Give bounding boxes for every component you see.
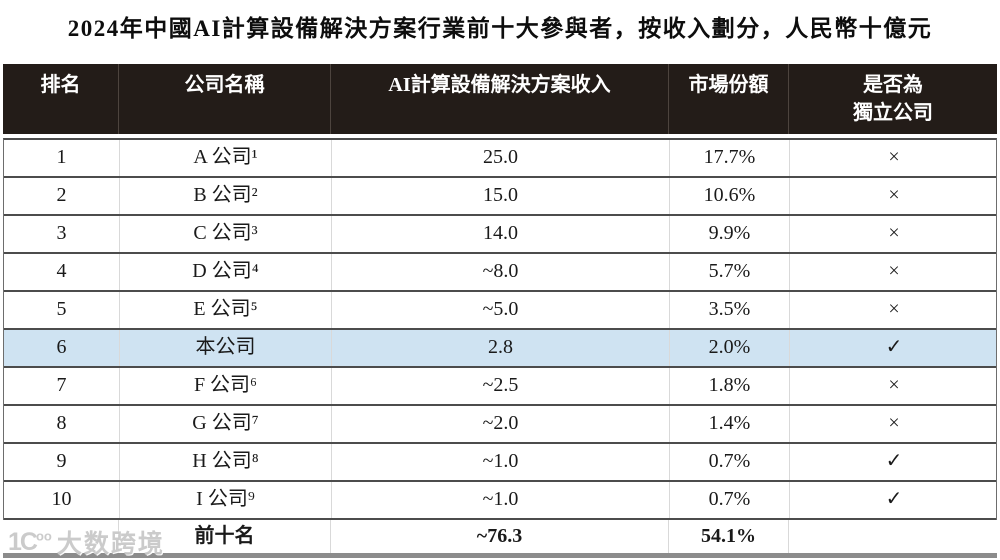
independent-cell: × (789, 178, 998, 214)
revenue-cell: 15.0 (331, 178, 669, 214)
company-cell: G 公司⁷ (119, 406, 331, 442)
company-cell: I 公司⁹ (119, 482, 331, 518)
table-header-row: 排名 公司名稱 AI計算設備解決方案收入 市場份額 是否為 獨立公司 (3, 64, 997, 134)
revenue-cell: ~1.0 (331, 444, 669, 480)
share-cell: 0.7% (669, 482, 789, 518)
rank-cell: 2 (56, 184, 67, 206)
company-cell: 本公司 (119, 330, 331, 366)
table-row: 7 F 公司⁶ ~2.5 1.8% × (4, 368, 996, 406)
independent-cell: × (789, 292, 998, 328)
rank-cell: 8 (56, 412, 67, 434)
column-header-rank: 排名 (40, 74, 81, 96)
header-body-gap (3, 134, 997, 138)
rank-cell: 9 (56, 450, 67, 472)
rank-cell: 7 (56, 374, 67, 396)
footer-independent-cell (788, 520, 997, 553)
company-cell: C 公司³ (119, 216, 331, 252)
footer-company-cell: 前十名 (118, 520, 330, 553)
share-cell: 3.5% (669, 292, 789, 328)
column-header-share: 市場份額 (668, 64, 788, 134)
company-cell: A 公司¹ (119, 140, 331, 176)
share-cell: 10.6% (669, 178, 789, 214)
rank-cell: 5 (56, 298, 67, 320)
independent-cell: ✓ (789, 444, 998, 480)
table-row: 8 G 公司⁷ ~2.0 1.4% × (4, 406, 996, 444)
share-cell: 2.0% (669, 330, 789, 366)
rank-cell: 10 (51, 488, 72, 510)
rank-cell: 6 (56, 336, 67, 358)
company-cell: B 公司² (119, 178, 331, 214)
company-cell: D 公司⁴ (119, 254, 331, 290)
company-cell: E 公司⁵ (119, 292, 331, 328)
column-header-company: 公司名稱 (118, 64, 330, 134)
revenue-cell: 2.8 (331, 330, 669, 366)
share-cell: 1.8% (669, 368, 789, 404)
independent-cell: × (789, 140, 998, 176)
independent-cell: × (789, 254, 998, 290)
footer-rank-cell (3, 520, 118, 553)
share-cell: 9.9% (669, 216, 789, 252)
rank-cell: 4 (56, 260, 67, 282)
revenue-cell: ~1.0 (331, 482, 669, 518)
table-body: 1 A 公司¹ 25.0 17.7% × 2 B 公司² 15.0 10.6% … (3, 138, 997, 520)
revenue-cell: 14.0 (331, 216, 669, 252)
revenue-cell: ~2.5 (331, 368, 669, 404)
share-cell: 17.7% (669, 140, 789, 176)
share-cell: 1.4% (669, 406, 789, 442)
table-row: 9 H 公司⁸ ~1.0 0.7% ✓ (4, 444, 996, 482)
independent-cell: × (789, 216, 998, 252)
page-title: 2024年中國AI計算設備解決方案行業前十大參與者，按收入劃分，人民幣十億元 (67, 16, 933, 41)
revenue-cell: ~8.0 (331, 254, 669, 290)
table-row: 3 C 公司³ 14.0 9.9% × (4, 216, 996, 254)
table-row: 1 A 公司¹ 25.0 17.7% × (4, 140, 996, 178)
revenue-cell: ~2.0 (331, 406, 669, 442)
rank-cell: 1 (56, 146, 67, 168)
company-cell: F 公司⁶ (119, 368, 331, 404)
table-row: 6 本公司 2.8 2.0% ✓ (4, 330, 996, 368)
table-row: 4 D 公司⁴ ~8.0 5.7% × (4, 254, 996, 292)
table-row: 10 I 公司⁹ ~1.0 0.7% ✓ (4, 482, 996, 520)
table-footer-row: 前十名 ~76.3 54.1% (3, 520, 997, 558)
column-header-revenue: AI計算設備解決方案收入 (330, 64, 668, 134)
independent-cell: ✓ (789, 482, 998, 518)
company-cell: H 公司⁸ (119, 444, 331, 480)
independent-cell: × (789, 368, 998, 404)
share-cell: 5.7% (669, 254, 789, 290)
table-row: 5 E 公司⁵ ~5.0 3.5% × (4, 292, 996, 330)
footer-share-cell: 54.1% (668, 520, 788, 553)
independent-cell: × (789, 406, 998, 442)
revenue-cell: ~5.0 (331, 292, 669, 328)
share-cell: 0.7% (669, 444, 789, 480)
independent-cell: ✓ (789, 330, 998, 366)
table-row: 2 B 公司² 15.0 10.6% × (4, 178, 996, 216)
revenue-cell: 25.0 (331, 140, 669, 176)
rank-cell: 3 (56, 222, 67, 244)
column-header-independent: 是否為 獨立公司 (788, 64, 997, 134)
top10-table: 排名 公司名稱 AI計算設備解決方案收入 市場份額 是否為 獨立公司 1 A 公… (3, 64, 997, 558)
footer-revenue-cell: ~76.3 (330, 520, 668, 553)
